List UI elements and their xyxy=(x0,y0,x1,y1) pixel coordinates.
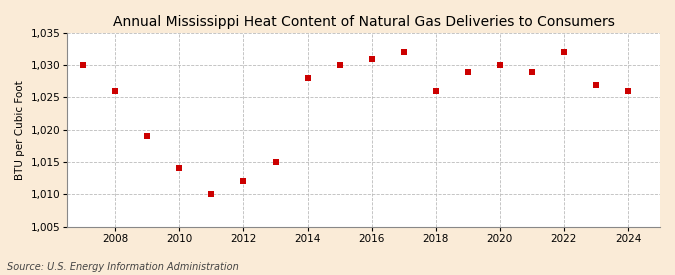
Title: Annual Mississippi Heat Content of Natural Gas Deliveries to Consumers: Annual Mississippi Heat Content of Natur… xyxy=(113,15,614,29)
Text: Source: U.S. Energy Information Administration: Source: U.S. Energy Information Administ… xyxy=(7,262,238,272)
Point xyxy=(110,89,121,93)
Point xyxy=(270,160,281,164)
Point xyxy=(78,63,88,67)
Point xyxy=(206,192,217,196)
Point xyxy=(526,70,537,74)
Point xyxy=(462,70,473,74)
Point xyxy=(591,82,601,87)
Point xyxy=(174,166,185,171)
Point xyxy=(334,63,345,67)
Point xyxy=(622,89,633,93)
Point xyxy=(367,57,377,61)
Point xyxy=(558,50,569,54)
Point xyxy=(494,63,505,67)
Point xyxy=(302,76,313,80)
Point xyxy=(238,179,249,184)
Y-axis label: BTU per Cubic Foot: BTU per Cubic Foot xyxy=(15,80,25,180)
Point xyxy=(142,134,153,138)
Point xyxy=(398,50,409,54)
Point xyxy=(431,89,441,93)
